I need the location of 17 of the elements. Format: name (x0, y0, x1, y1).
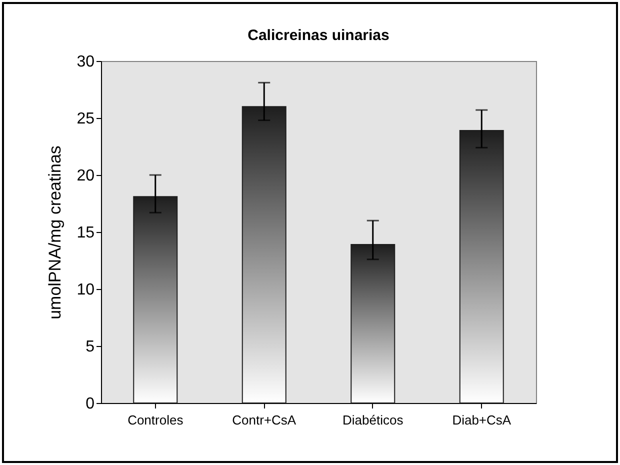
x-tick-label: Diab+CsA (452, 412, 512, 428)
bar (242, 106, 286, 404)
y-axis-title: umolPNA/mg creatinas (46, 146, 65, 320)
y-tick-label: 25 (76, 110, 95, 128)
y-tick-label: 0 (86, 396, 95, 412)
bar (459, 130, 504, 404)
y-tick-label: 30 (76, 54, 95, 70)
y-tick-label: 15 (76, 224, 95, 242)
y-tick-label: 20 (76, 168, 95, 184)
bar (350, 244, 396, 404)
bar (133, 196, 178, 404)
y-tick-label: 5 (86, 338, 95, 356)
chart-title: Calicreinas uinarias (248, 27, 390, 44)
y-tick-label: 10 (76, 282, 95, 298)
x-tick-label: Diabéticos (342, 412, 404, 428)
x-tick-label: Controles (128, 412, 184, 428)
x-tick-label: Contr+CsA (232, 412, 296, 428)
